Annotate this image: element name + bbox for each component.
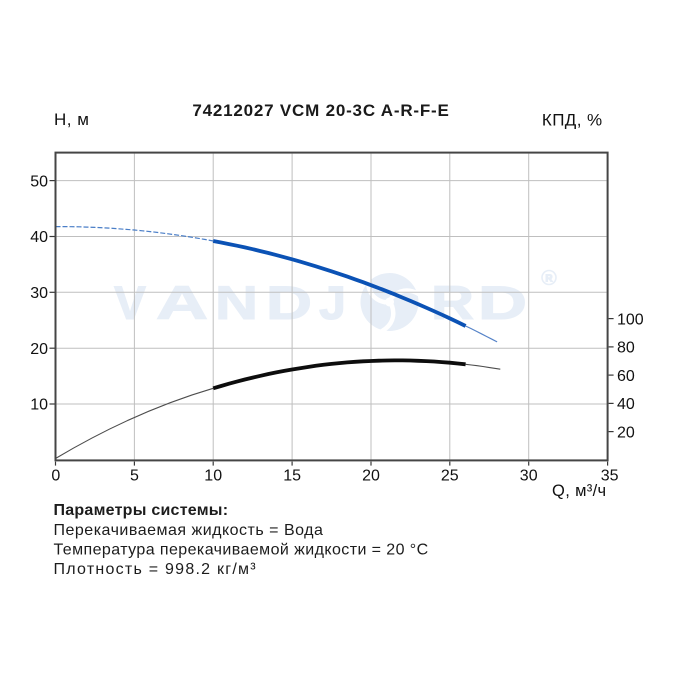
svg-text:N: N [215, 276, 258, 329]
svg-text:40: 40 [30, 229, 48, 246]
svg-text:5: 5 [130, 468, 139, 485]
svg-text:25: 25 [441, 468, 459, 485]
svg-text:J: J [319, 276, 346, 329]
svg-text:60: 60 [617, 368, 635, 385]
svg-text:0: 0 [51, 468, 60, 485]
svg-text:Н, м: Н, м [54, 110, 89, 129]
svg-text:D: D [266, 276, 312, 329]
svg-text:35: 35 [601, 468, 619, 485]
svg-text:20: 20 [362, 468, 380, 485]
svg-text:Q, м³/ч: Q, м³/ч [552, 482, 606, 500]
svg-text:100: 100 [617, 311, 644, 328]
svg-text:Параметры системы:: Параметры системы: [54, 502, 229, 519]
svg-text:D: D [478, 276, 527, 329]
svg-text:R: R [545, 273, 553, 284]
svg-text:50: 50 [30, 173, 48, 190]
svg-text:КПД, %: КПД, % [542, 111, 603, 130]
svg-text:80: 80 [617, 340, 635, 357]
svg-text:Плотность = 998.2 кг/м³: Плотность = 998.2 кг/м³ [54, 561, 257, 578]
svg-text:V: V [114, 276, 147, 329]
svg-text:74212027 VCM 20-3C A-R-F-E: 74212027 VCM 20-3C A-R-F-E [192, 101, 449, 120]
svg-text:10: 10 [204, 468, 222, 485]
svg-text:10: 10 [30, 397, 48, 414]
svg-text:Перекачиваемая жидкость = Вода: Перекачиваемая жидкость = Вода [54, 522, 324, 539]
svg-text:20: 20 [617, 424, 635, 441]
svg-text:20: 20 [30, 341, 48, 358]
svg-text:Температура перекачиваемой жид: Температура перекачиваемой жидкости = 20… [54, 541, 429, 558]
svg-text:30: 30 [30, 285, 48, 302]
svg-text:15: 15 [283, 468, 301, 485]
svg-text:A: A [156, 276, 208, 329]
svg-text:30: 30 [520, 468, 538, 485]
svg-text:40: 40 [617, 396, 635, 413]
